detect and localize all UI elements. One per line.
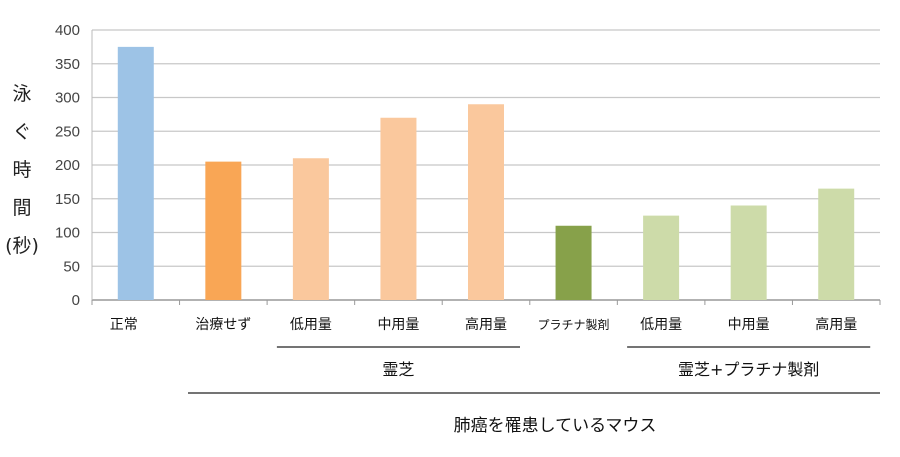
- bars: [117, 46, 855, 300]
- y-tick-labels: 0 50 100 150 200 250 300 350 400: [55, 22, 80, 309]
- y-tick-label: 250: [55, 123, 80, 140]
- y-tick-label: 150: [55, 191, 80, 208]
- bar-5: [555, 225, 592, 300]
- y-tick-label: 400: [55, 22, 80, 39]
- category-label: 高用量: [465, 316, 507, 333]
- category-labels: 正常 治療せず 低用量 中用量 高用量 プラチナ製剤 低用量 中用量 高用量: [110, 316, 857, 333]
- y-tick-label: 300: [55, 90, 80, 107]
- y-axis-label-char: 間: [12, 197, 31, 219]
- bar-8: [818, 188, 855, 300]
- y-tick-label: 350: [55, 56, 80, 73]
- bar-4: [468, 104, 504, 300]
- category-label: 正常: [110, 317, 138, 333]
- y-axis-label-char: 泳: [12, 83, 31, 105]
- y-axis-label-char: ぐ: [12, 121, 31, 143]
- y-tick-label: 0: [72, 292, 80, 309]
- category-label: プラチナ製剤: [538, 317, 610, 332]
- bar-1: [205, 161, 242, 300]
- category-label: 低用量: [290, 317, 332, 333]
- category-label: 中用量: [728, 317, 770, 333]
- category-label: 中用量: [377, 317, 419, 333]
- group-label: 霊芝: [382, 360, 414, 379]
- category-label: 低用量: [640, 317, 682, 333]
- group-label: 霊芝+プラチナ製剤: [678, 360, 819, 379]
- group-labels: 霊芝 霊芝+プラチナ製剤: [276, 346, 871, 379]
- category-label: 治療せず: [195, 316, 251, 333]
- category-label: 高用量: [815, 316, 857, 333]
- y-tick-label: 100: [55, 225, 80, 242]
- y-tick-label: 50: [63, 258, 80, 275]
- x-axis-title: 肺癌を罹患しているマウス: [454, 416, 657, 436]
- y-axis-label-char: 時: [12, 159, 31, 181]
- bar-7: [730, 205, 767, 300]
- bar-6: [643, 215, 680, 300]
- y-tick-label: 200: [55, 157, 80, 174]
- bar-2: [292, 158, 329, 300]
- y-axis-label-char: (秒): [5, 235, 39, 257]
- bar-0: [117, 46, 154, 300]
- bar-3: [380, 117, 417, 300]
